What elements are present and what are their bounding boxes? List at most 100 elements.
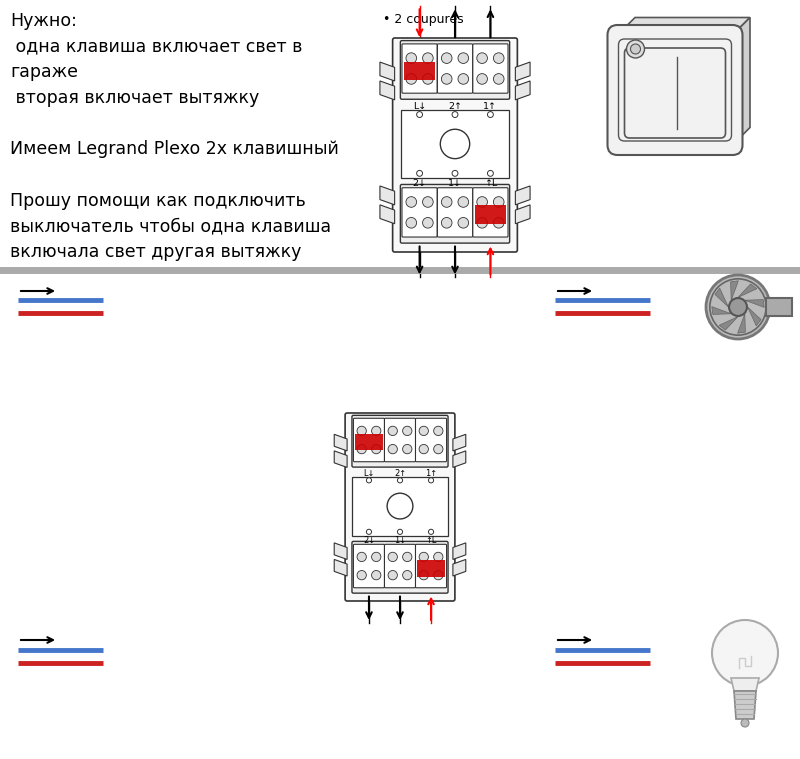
FancyBboxPatch shape: [352, 541, 448, 593]
Text: 1↓: 1↓: [448, 178, 462, 187]
Circle shape: [422, 74, 433, 84]
Text: 1↑: 1↑: [425, 469, 437, 478]
Circle shape: [434, 427, 443, 436]
Circle shape: [712, 620, 778, 686]
Circle shape: [357, 571, 366, 580]
Bar: [418, 560, 445, 577]
Circle shape: [406, 74, 417, 84]
FancyBboxPatch shape: [438, 44, 473, 93]
Polygon shape: [515, 62, 530, 81]
Circle shape: [442, 197, 452, 207]
Circle shape: [388, 553, 398, 562]
Text: ↑L: ↑L: [426, 537, 437, 546]
Circle shape: [388, 445, 398, 454]
Polygon shape: [334, 451, 347, 468]
Circle shape: [741, 719, 749, 727]
Circle shape: [442, 53, 452, 64]
Circle shape: [429, 477, 434, 483]
Circle shape: [419, 553, 429, 562]
Polygon shape: [453, 543, 466, 559]
Circle shape: [440, 129, 470, 159]
Circle shape: [422, 197, 433, 207]
FancyBboxPatch shape: [473, 187, 508, 237]
Circle shape: [406, 197, 417, 207]
Circle shape: [458, 74, 469, 84]
FancyBboxPatch shape: [438, 187, 473, 237]
Circle shape: [417, 171, 422, 176]
FancyBboxPatch shape: [345, 413, 455, 601]
Polygon shape: [738, 313, 746, 333]
Polygon shape: [734, 691, 756, 719]
Circle shape: [398, 477, 402, 483]
FancyBboxPatch shape: [400, 184, 510, 243]
Polygon shape: [334, 543, 347, 559]
Circle shape: [494, 74, 504, 84]
Circle shape: [371, 445, 381, 454]
Circle shape: [458, 53, 469, 64]
FancyBboxPatch shape: [354, 544, 385, 587]
Circle shape: [494, 197, 504, 207]
Circle shape: [357, 427, 366, 436]
Bar: [766, 298, 792, 316]
Circle shape: [487, 171, 494, 176]
FancyBboxPatch shape: [385, 418, 415, 461]
Circle shape: [402, 571, 412, 580]
Circle shape: [477, 53, 487, 64]
Text: L↓: L↓: [413, 102, 426, 111]
Circle shape: [419, 427, 429, 436]
Text: 1↓: 1↓: [394, 537, 406, 546]
Circle shape: [422, 218, 433, 228]
Polygon shape: [745, 300, 764, 307]
Text: • 2 coupures: • 2 coupures: [383, 13, 464, 26]
FancyBboxPatch shape: [625, 48, 726, 138]
FancyBboxPatch shape: [415, 418, 446, 461]
Circle shape: [371, 571, 381, 580]
FancyBboxPatch shape: [400, 40, 510, 99]
Circle shape: [729, 298, 747, 316]
Text: 2↑: 2↑: [448, 102, 462, 111]
Circle shape: [494, 218, 504, 228]
Circle shape: [477, 197, 487, 207]
Circle shape: [477, 218, 487, 228]
Polygon shape: [618, 17, 750, 35]
Polygon shape: [738, 284, 757, 298]
Circle shape: [387, 493, 413, 519]
Circle shape: [417, 112, 422, 118]
FancyBboxPatch shape: [402, 44, 437, 93]
Circle shape: [494, 53, 504, 64]
Bar: [401, 110, 510, 178]
Circle shape: [388, 427, 398, 436]
Circle shape: [406, 218, 417, 228]
FancyBboxPatch shape: [385, 544, 415, 587]
Polygon shape: [453, 451, 466, 468]
Polygon shape: [731, 678, 759, 691]
Bar: [404, 61, 435, 80]
Circle shape: [371, 427, 381, 436]
Circle shape: [366, 529, 371, 534]
Text: 1↑: 1↑: [483, 102, 498, 111]
Circle shape: [419, 571, 429, 580]
Text: Нужно:
 одна клавиша включает свет в
гараже
 вторая включает вытяжку

Имеем Legr: Нужно: одна клавиша включает свет в гара…: [10, 12, 339, 261]
Circle shape: [458, 218, 469, 228]
Polygon shape: [380, 62, 394, 81]
Polygon shape: [730, 281, 738, 301]
Polygon shape: [380, 81, 394, 100]
FancyBboxPatch shape: [415, 544, 446, 587]
Circle shape: [487, 112, 494, 118]
Polygon shape: [719, 317, 738, 330]
Circle shape: [434, 445, 443, 454]
Polygon shape: [515, 205, 530, 224]
Polygon shape: [334, 434, 347, 451]
Circle shape: [626, 40, 645, 58]
Polygon shape: [380, 186, 394, 205]
Polygon shape: [715, 288, 728, 307]
Circle shape: [371, 553, 381, 562]
Text: 2↑: 2↑: [394, 469, 406, 478]
Circle shape: [442, 74, 452, 84]
FancyBboxPatch shape: [354, 418, 385, 461]
Circle shape: [406, 53, 417, 64]
Polygon shape: [515, 81, 530, 100]
Text: 2↓: 2↓: [363, 537, 375, 546]
Bar: [355, 434, 382, 451]
FancyBboxPatch shape: [473, 44, 508, 93]
